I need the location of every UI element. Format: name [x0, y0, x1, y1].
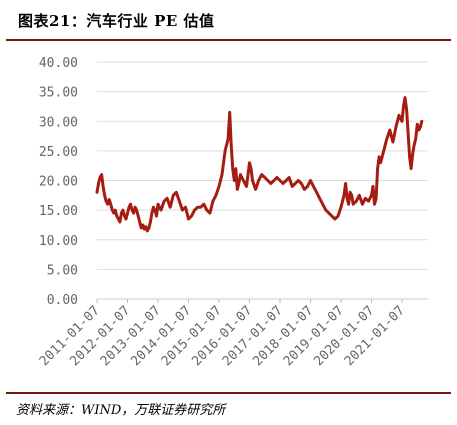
- x-axis: 2011-01-072012-01-072013-01-072014-01-07…: [37, 298, 428, 369]
- series-line-0: [95, 96, 424, 233]
- y-axis: 0.00 5.00 10.00 15.00 20.00 25.00 30.00 35.00 40…: [39, 56, 78, 308]
- y-tick-label: 25.00: [39, 145, 78, 160]
- top-rule: [6, 39, 451, 41]
- y-tick-label: 35.00: [39, 86, 78, 101]
- chart-title: 图表21：汽车行业 PE 估值: [18, 12, 215, 30]
- y-tick-label: 5.00: [47, 263, 78, 278]
- bottom-rule: [6, 392, 451, 394]
- y-tick-label: 40.00: [39, 56, 78, 71]
- y-tick-label: 15.00: [39, 204, 78, 219]
- source-note: 资料来源：WIND，万联证券研究所: [16, 403, 226, 418]
- plot-area: [95, 96, 424, 233]
- y-tick-label: 20.00: [39, 175, 78, 190]
- y-tick-label: 10.00: [39, 234, 78, 249]
- title-bar: 图表21：汽车行业 PE 估值: [6, 4, 451, 36]
- y-tick-label: 0.00: [47, 293, 78, 308]
- y-tick-label: 30.00: [39, 115, 78, 130]
